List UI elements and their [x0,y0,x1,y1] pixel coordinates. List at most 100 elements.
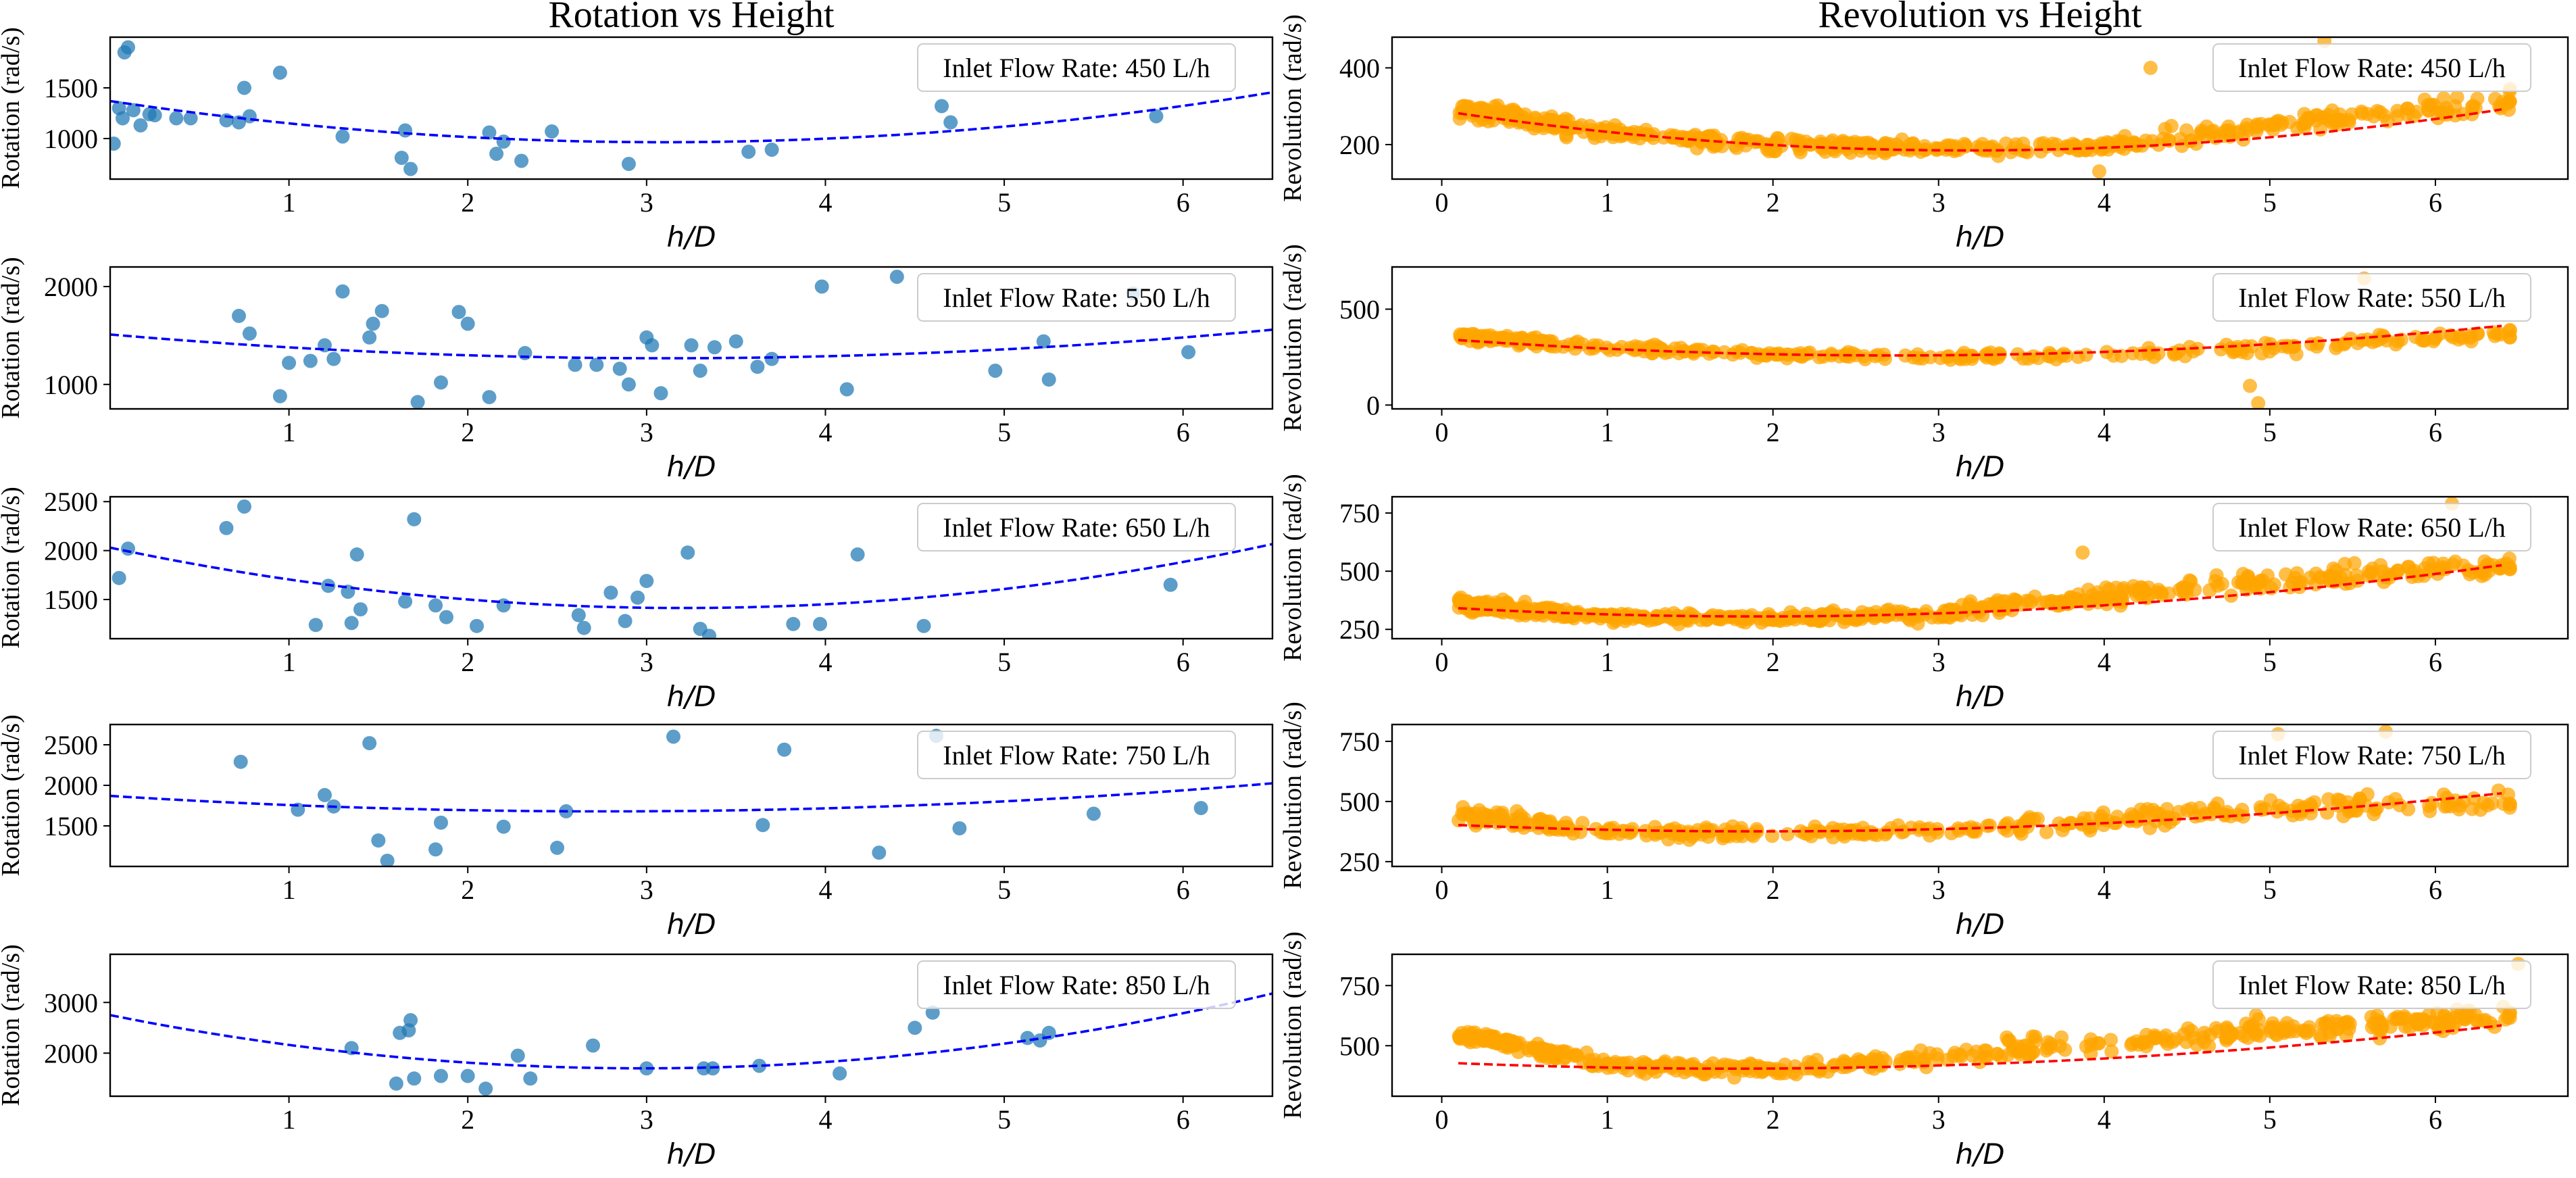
flow-rate-annotation: Inlet Flow Rate: 850 L/h [917,960,1236,1009]
axes-frame [109,953,1274,1098]
y-tick-label: 200 [1339,130,1380,160]
x-tick-label: 5 [997,647,1011,677]
scatter-points [1452,956,2525,1085]
data-point [389,1076,403,1091]
data-point [1902,1053,1917,1068]
data-point [1820,1064,1835,1079]
data-point [576,620,591,635]
data-point [514,153,529,168]
data-point [2491,783,2506,798]
data-point [752,1058,767,1073]
data-point [398,594,413,609]
data-point [550,840,564,855]
subplot-4: Inlet Flow Rate: 750 L/h 1 2 3 4 5 6 h/D 1500 200… [0,714,1274,941]
x-axis: 0 1 2 3 4 5 6 h/D [1435,1096,2442,1171]
annotation-text: Inlet Flow Rate: 550 L/h [2238,283,2506,313]
data-point [2279,1023,2294,1038]
data-point [1989,595,2004,610]
data-point [434,815,448,830]
data-point [2323,573,2337,588]
data-point [1768,135,1783,150]
annotation-box [917,960,1236,1009]
data-point [2397,1009,2412,1024]
data-point [2151,137,2166,152]
y-tick-label: 0 [1366,390,1380,420]
data-point [2466,99,2481,114]
plot-area [110,992,1272,1096]
annotation-text: Inlet Flow Rate: 750 L/h [943,740,1210,770]
data-point [750,360,765,374]
data-point [2342,115,2356,130]
data-point [2066,137,2081,151]
data-point [850,547,865,562]
data-point [1785,610,1800,625]
x-axis: 1 2 3 4 5 6 h/D [282,866,1190,941]
y-axis: 2000 3000 Rotation (rad/s) [0,944,110,1106]
data-point [496,819,511,834]
x-tick-label: 2 [1766,187,1780,218]
data-point [2271,114,2286,128]
data-point [2390,563,2405,578]
x-tick-label: 5 [997,187,1011,218]
annotation-box [917,503,1236,551]
data-point [2221,1031,2236,1045]
data-point [1510,811,1525,826]
annotation-box [2212,960,2531,1009]
data-point [621,377,636,392]
data-point [2473,802,2488,817]
y-tick-label: 2000 [44,536,98,566]
data-point [2235,566,2250,581]
x-tick-label: 6 [2429,647,2442,677]
annotation-text: Inlet Flow Rate: 850 L/h [2238,970,2506,1000]
x-axis-label: h/D [666,680,716,713]
data-point [272,389,287,403]
data-point [2197,128,2212,143]
data-point [2181,1021,2196,1036]
y-axis-label: Rotation (rad/s) [0,714,25,877]
x-tick-label: 3 [1932,1104,1946,1135]
data-point [1871,347,1885,362]
data-point [1618,614,1633,629]
data-point [2104,1033,2118,1048]
data-point [1784,131,1799,146]
x-tick-label: 4 [818,647,832,677]
y-axis: 0 500 Revolution (rad/s) [1279,244,1392,432]
data-point [2253,574,2268,588]
y-axis-label: Revolution (rad/s) [1279,702,1307,889]
data-point [1971,139,1985,154]
data-point [2282,114,2297,129]
data-point [2427,331,2442,346]
data-point [2235,802,2250,817]
flow-rate-annotation: Inlet Flow Rate: 750 L/h [2212,731,2531,779]
fit-curve [1458,1024,2502,1070]
data-point [1989,1047,2004,1062]
data-point [126,103,141,118]
annotation-box [2212,503,2531,551]
data-point [1582,1053,1597,1068]
x-axis: 1 2 3 4 5 6 h/D [282,179,1190,253]
data-point [2390,334,2405,349]
data-point [2364,565,2379,580]
data-point [1501,1039,1516,1054]
data-point [1577,124,1591,139]
x-tick-label: 4 [818,875,832,905]
data-point [684,338,699,353]
scatter-points [112,499,1178,639]
data-point [2007,141,2021,155]
annotation-text: Inlet Flow Rate: 650 L/h [2238,512,2506,543]
data-point [2299,1026,2314,1041]
data-point [1744,345,1758,360]
flow-rate-annotation: Inlet Flow Rate: 750 L/h [917,731,1236,779]
y-tick-label: 2000 [44,770,98,801]
data-point [1773,1066,1787,1081]
data-point [133,118,148,132]
flow-rate-annotation: Inlet Flow Rate: 550 L/h [917,273,1236,322]
data-point [1629,342,1644,357]
x-axis: 0 1 2 3 4 5 6 h/D [1435,866,2442,941]
data-point [1735,130,1750,145]
data-point [1560,1045,1575,1060]
x-tick-label: 2 [1766,647,1780,677]
y-axis: 1500 2000 2500 Rotation (rad/s) [0,714,110,877]
data-point [2083,1046,2098,1061]
data-point [2098,580,2113,595]
